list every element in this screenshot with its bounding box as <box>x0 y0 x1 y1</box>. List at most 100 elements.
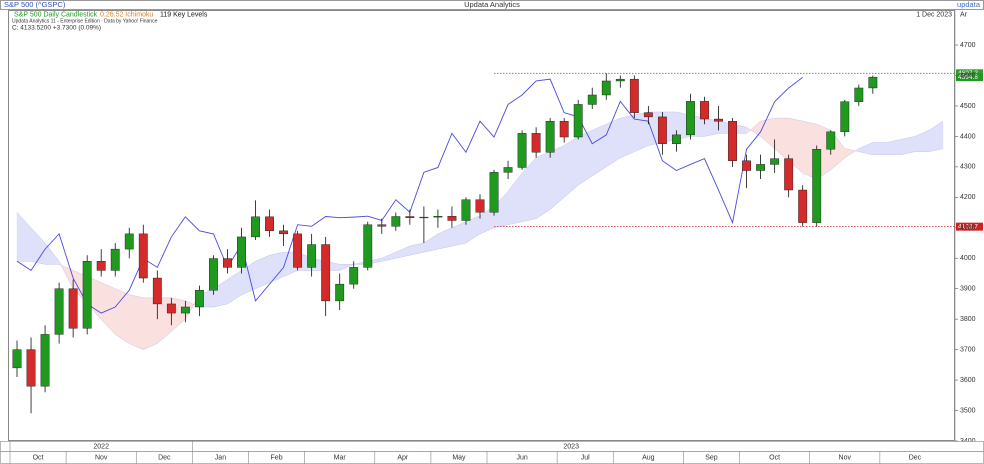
candle-body <box>363 224 373 268</box>
key-level-label: 4103.7 <box>958 223 978 230</box>
x-tick-label: Apr <box>397 454 409 461</box>
candle-body <box>643 112 653 118</box>
y-tick-label: 3800 <box>960 316 976 323</box>
candle-body <box>742 160 751 171</box>
x-tick-label: Dec <box>158 454 171 461</box>
candle-body <box>784 158 794 191</box>
candle-body <box>124 233 134 250</box>
levels-label: 119 Key Levels <box>160 11 208 18</box>
y-tick-label: 4500 <box>960 103 976 110</box>
candle-body <box>110 248 120 271</box>
x-tick-label: Nov <box>839 454 852 461</box>
candle-body <box>629 78 639 113</box>
x-tick-label: Dec <box>909 454 922 461</box>
year-label: 2023 <box>563 443 579 450</box>
y-tick-label: 3500 <box>960 407 976 414</box>
y-tick-label: 4400 <box>960 133 976 140</box>
candle-body <box>475 199 485 213</box>
y-tick-label: 4300 <box>960 164 976 171</box>
candle-body <box>840 101 850 133</box>
x-tick-label: Sep <box>705 454 718 461</box>
candle-body <box>166 303 176 314</box>
candle-body <box>68 288 78 329</box>
x-tick-label: Oct <box>33 454 44 461</box>
cloud-segment <box>634 111 649 153</box>
last-price-label: 4594.6 <box>958 74 978 81</box>
candle-body <box>223 258 232 268</box>
candle-body <box>54 288 64 335</box>
study-label: S&P 500 Daily Candlestick <box>14 11 98 18</box>
indicator-label: 0.26.52 Ichimoku <box>100 11 153 18</box>
cloud-segment <box>872 142 888 155</box>
candle-body <box>82 261 92 329</box>
candle-body <box>503 167 513 173</box>
candle-body <box>251 216 260 238</box>
cloud-segment <box>577 129 593 186</box>
candle-body <box>700 101 709 120</box>
candle-body <box>237 236 246 268</box>
candle-body <box>419 216 429 219</box>
candle-body <box>573 104 583 138</box>
candle-body <box>545 120 555 153</box>
year-row <box>0 441 984 452</box>
candle-body <box>194 290 204 308</box>
candle-body <box>279 230 288 235</box>
candle-body <box>209 258 218 291</box>
candle-body <box>714 118 723 122</box>
candle-body <box>587 94 597 105</box>
date-label: 1 Dec 2023 <box>916 11 952 18</box>
y-tick-label: 3600 <box>960 377 976 384</box>
month-row <box>0 451 984 464</box>
candle-body <box>854 87 864 102</box>
plot-layer <box>12 72 955 414</box>
year-label: 2022 <box>93 443 109 450</box>
candle-body <box>447 216 457 221</box>
x-tick-label: Aug <box>642 454 655 461</box>
y-tick-label: 4000 <box>960 255 976 262</box>
key-level-box <box>956 222 983 231</box>
cloud-segment <box>535 151 551 220</box>
candle-body <box>265 216 274 232</box>
candle-body <box>798 189 808 223</box>
candle-body <box>321 244 331 302</box>
candle-body <box>615 78 625 82</box>
candle-body <box>405 216 415 218</box>
symbol: S&P 500 (^GSPC) <box>4 0 66 9</box>
candle-body <box>349 267 359 285</box>
x-tick-label: Jan <box>215 454 226 461</box>
candle-body <box>40 334 50 387</box>
y-tick-label: 4200 <box>960 194 976 201</box>
candle-body <box>335 283 345 302</box>
candle-body <box>391 216 401 227</box>
candle-body <box>152 277 162 305</box>
candle-body <box>812 148 822 223</box>
candle-body <box>657 116 667 144</box>
candle-body <box>686 101 695 136</box>
x-tick-label: Mar <box>334 454 347 461</box>
edition: Updata Analytics 11 - Enterprise Edition… <box>12 18 158 24</box>
y-tick-label: 3700 <box>960 346 976 353</box>
cloud-segment <box>129 294 144 351</box>
candle-body <box>293 233 303 268</box>
candle-body <box>756 164 766 171</box>
cloud-segment <box>114 288 130 344</box>
candle-body <box>433 216 443 218</box>
axis-tag: Ar <box>960 11 968 18</box>
y-tick-label: 4600 <box>960 72 976 79</box>
candle-body <box>180 306 190 314</box>
plot-frame <box>8 10 955 441</box>
y-tick-label: 3900 <box>960 286 976 293</box>
app-title: Updata Analytics <box>464 0 520 9</box>
candle-body <box>770 158 780 165</box>
candle-body <box>12 349 22 369</box>
candle-body <box>559 120 569 138</box>
x-tick-label: Jul <box>581 454 590 461</box>
candle-body <box>601 80 611 96</box>
candle-body <box>377 224 387 227</box>
candle-body <box>728 120 737 161</box>
candle-body <box>517 133 527 168</box>
candle-body <box>531 133 541 153</box>
candle-body <box>26 349 36 387</box>
